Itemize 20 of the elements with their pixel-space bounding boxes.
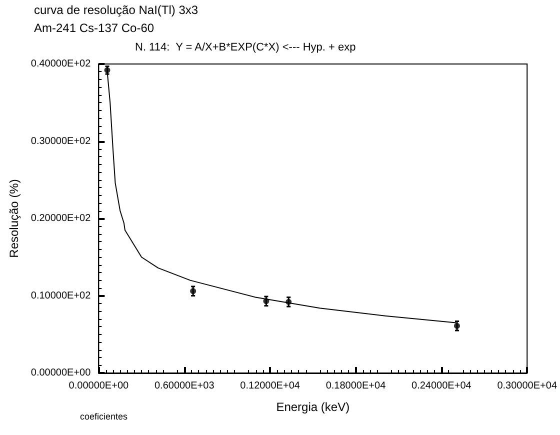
x-axis-title: Energia (keV) xyxy=(276,400,350,414)
x-tick-label: 0.12000E+04 xyxy=(240,380,300,392)
x-tick-label: 0.60000E+03 xyxy=(154,380,215,392)
text: coeficientes xyxy=(80,412,128,422)
y-tick-label: 0.30000E+02 xyxy=(30,136,92,147)
x-tick-label: 0.18000E+04 xyxy=(326,380,386,392)
y-axis-title: Resolução (%) xyxy=(7,179,21,258)
x-tick-label: 0.00000E+00 xyxy=(68,380,130,392)
y-tick-label: 0.10000E+02 xyxy=(30,290,92,302)
chart-title: curva de resolução NaI(Tl) 3x3 xyxy=(34,3,198,17)
point xyxy=(286,298,292,305)
text: N. 114: Y = A/X+B*EXP(C*X) <--- Hyp. + exp xyxy=(135,42,356,54)
y-tick-label: 0.00000E+00 xyxy=(30,368,92,378)
x-tick-label: 0.30000E+04 xyxy=(497,380,558,392)
point xyxy=(263,298,270,304)
y-tick-label: 0.20000E+02 xyxy=(30,213,92,224)
y-tick-label: 0.40000E+02 xyxy=(30,58,92,70)
x-tick-label: 0.24000E+04 xyxy=(412,380,472,392)
point xyxy=(190,288,196,294)
chart-subtitle: Am-241 Cs-137 Co-60 xyxy=(34,21,154,35)
